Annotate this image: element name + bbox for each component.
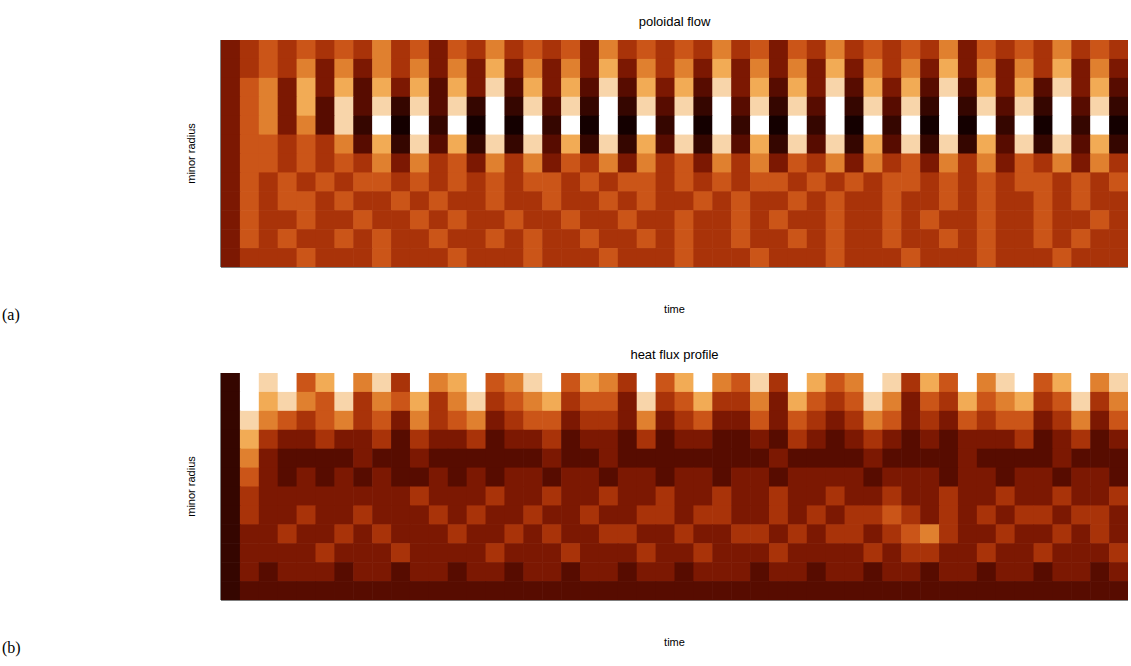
svg-text:minor radius: minor radius: [185, 123, 197, 184]
html-text:(b): (b): [2, 639, 21, 656]
html-text:(a): (a): [2, 306, 20, 323]
svg-text:time: time: [664, 303, 685, 315]
svg-text:time: time: [664, 636, 685, 648]
html-text:heat flux profile: heat flux profile: [630, 347, 719, 362]
svg-text:minor radius: minor radius: [185, 456, 197, 517]
html-text:poloidal flow: poloidal flow: [638, 14, 711, 29]
